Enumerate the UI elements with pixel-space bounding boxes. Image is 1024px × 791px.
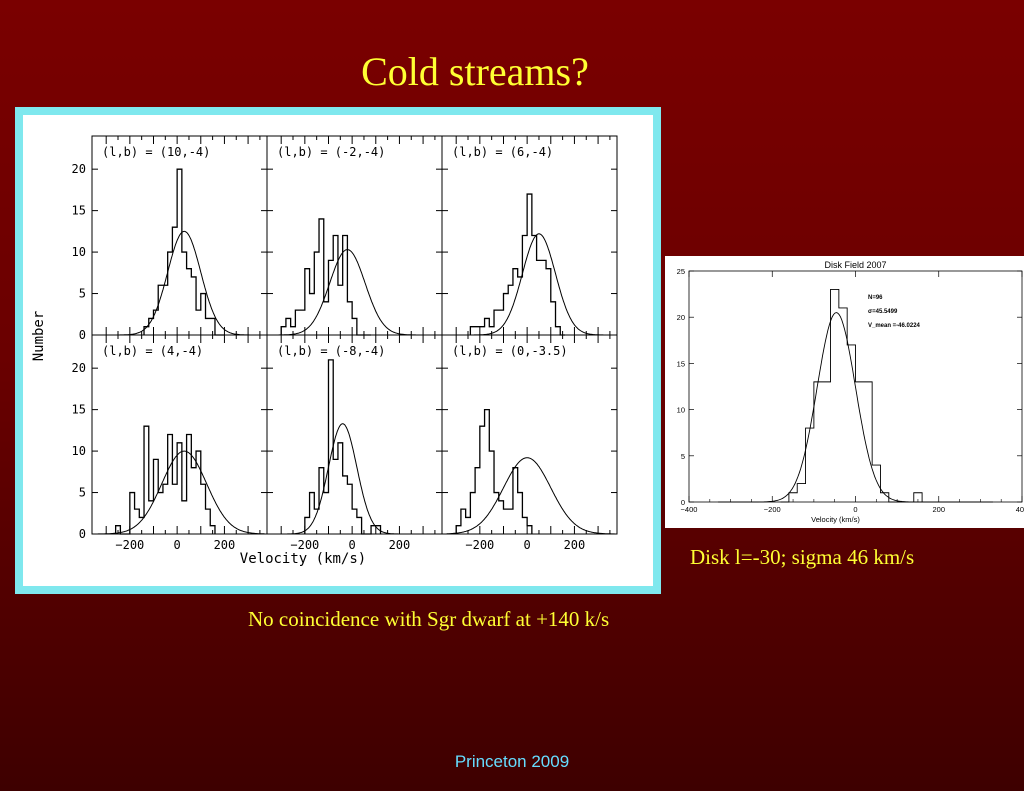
panel-label: (l,b) = (10,-4) xyxy=(102,145,210,159)
x-tick-label: 0 xyxy=(524,538,531,552)
panel-frame xyxy=(441,135,618,336)
panel-label: (l,b) = (-8,-4) xyxy=(277,344,385,358)
stat-label: N=96 xyxy=(868,295,883,301)
panel-label: (l,b) = (-2,-4) xyxy=(277,145,385,159)
gaussian-fit xyxy=(718,312,993,503)
x-tick-label: 0 xyxy=(174,538,181,552)
x-tick-label: 400 xyxy=(1016,505,1024,514)
y-tick-label: 5 xyxy=(681,452,685,461)
y-tick-label: 20 xyxy=(677,313,685,322)
histogram-panel: (l,b) = (-2,-4) xyxy=(266,135,443,336)
disk-field-chart-panel: Disk Field 2007 0 5 10 15 20 25 −400 −200 0 200 400… xyxy=(665,256,1024,528)
chart-title: Disk Field 2007 xyxy=(824,260,886,270)
gaussian-fit xyxy=(271,249,440,336)
y-tick-label: 0 xyxy=(79,527,86,541)
panel-frame xyxy=(91,334,268,535)
velocity-histogram-grid: 0 5 10 15 20 (l,b) = (10,-4) (l,b) = (-2,-4) (l… xyxy=(31,135,618,567)
sgr-caption: No coincidence with Sgr dwarf at +140 k/… xyxy=(248,607,610,631)
y-tick-label: 0 xyxy=(79,328,86,342)
x-tick-label: 200 xyxy=(214,538,236,552)
y-tick-label: 10 xyxy=(72,444,86,458)
histogram-bars xyxy=(780,289,923,503)
disk-caption: Disk l=-30; sigma 46 km/s xyxy=(690,545,915,569)
x-axis-label: Velocity (km/s) xyxy=(240,551,366,567)
x-tick-label: 0 xyxy=(349,538,356,552)
panel-frame xyxy=(441,334,618,535)
histogram-panel: 0 5 10 15 20 (l,b) = (10,-4) xyxy=(72,135,268,342)
gaussian-fit xyxy=(446,233,615,336)
histogram-bars xyxy=(280,218,372,336)
y-tick-label: 5 xyxy=(79,287,86,301)
panel-label: (l,b) = (0,-3.5) xyxy=(452,344,568,358)
y-tick-label: 5 xyxy=(79,486,86,500)
x-tick-label: −200 xyxy=(290,538,319,552)
stat-label: σ=45.5499 xyxy=(868,309,898,315)
y-axis-label: Number xyxy=(31,311,47,362)
y-tick-label: 15 xyxy=(72,204,86,218)
histogram-bars xyxy=(304,359,382,535)
y-tick-label: 20 xyxy=(72,162,86,176)
gaussian-fit xyxy=(446,457,615,535)
footer-text: Princeton 2009 xyxy=(454,752,570,771)
histogram-panel: (l,b) = (6,-4) xyxy=(441,135,618,336)
y-tick-label: 10 xyxy=(677,406,685,415)
x-tick-label: 200 xyxy=(389,538,411,552)
x-tick-label: −200 xyxy=(465,538,494,552)
x-axis-label: Velocity (km/s) xyxy=(811,515,860,524)
gaussian-fit xyxy=(96,450,265,535)
y-tick-label: 15 xyxy=(677,359,685,368)
velocity-histogram-grid-frame: 0 5 10 15 20 (l,b) = (10,-4) (l,b) = (-2,-4) (l… xyxy=(15,107,661,594)
slide-title: Cold streams? xyxy=(361,49,589,94)
y-tick-label: 10 xyxy=(72,245,86,259)
gaussian-fit xyxy=(96,230,265,336)
panel-label: (l,b) = (4,-4) xyxy=(102,344,203,358)
y-tick-label: 20 xyxy=(72,361,86,375)
panel-frame xyxy=(266,334,443,535)
y-tick-label: 25 xyxy=(677,267,685,276)
histogram-panel: 0 5 10 15 20 −200 0 200 (l,b) = (4,-4) xyxy=(72,334,268,552)
histogram-bars xyxy=(455,408,533,534)
y-tick-label: 15 xyxy=(72,403,86,417)
x-tick-label: −400 xyxy=(681,505,698,514)
histogram-panel: −200 0 200 (l,b) = (-8,-4) xyxy=(266,334,443,552)
panel-label: (l,b) = (6,-4) xyxy=(452,145,553,159)
y-tick-label: 0 xyxy=(681,498,685,507)
x-tick-label: 200 xyxy=(564,538,586,552)
x-tick-label: 200 xyxy=(932,505,945,514)
x-tick-label: −200 xyxy=(764,505,781,514)
histogram-bars xyxy=(469,193,565,336)
panel-frame xyxy=(266,135,443,336)
histogram-bars xyxy=(143,168,225,336)
x-tick-label: 0 xyxy=(853,505,857,514)
x-tick-label: −200 xyxy=(115,538,144,552)
gaussian-fit xyxy=(271,423,440,535)
histogram-panel: −200 0 200 (l,b) = (0,-3.5) xyxy=(441,334,618,552)
stat-label: V_mean =-46.0224 xyxy=(868,323,921,329)
disk-field-chart: Disk Field 2007 0 5 10 15 20 25 −400 −200 0 200 400… xyxy=(677,260,1024,524)
histogram-bars xyxy=(114,425,216,535)
